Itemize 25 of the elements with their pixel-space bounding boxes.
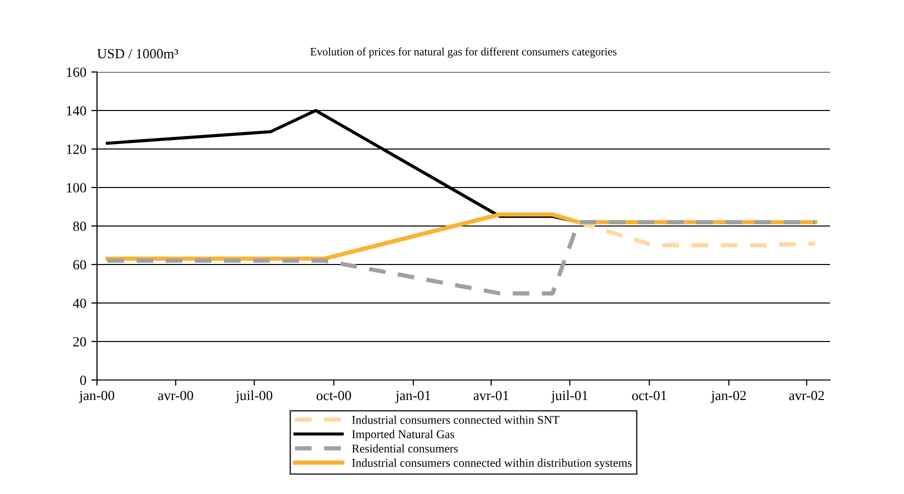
legend-label: Imported Natural Gas: [352, 430, 454, 441]
x-tick-label: jan-02: [710, 390, 746, 404]
y-tick-label: 0: [80, 376, 86, 385]
y-axis-title: USD / 1000m³: [97, 49, 178, 58]
y-tick-label: 20: [73, 337, 86, 346]
legend-label: Industrial consumers connected within distribution systems: [352, 458, 632, 470]
y-tick-label: 60: [73, 260, 86, 270]
x-tick-label: avr-01: [474, 390, 508, 400]
y-tick-label: 80: [73, 222, 86, 231]
chart-title: Evolution of prices for natural gas for different consumers categories: [310, 48, 616, 58]
legend-label: Industrial consumers connected within SNT: [352, 416, 560, 424]
y-tick-label: 40: [72, 298, 86, 308]
x-tick-label: jan-00: [78, 390, 114, 404]
x-tick-label: avr-02: [789, 390, 824, 400]
y-tick-label: 100: [66, 183, 86, 192]
legend-label: Residential consumers: [352, 444, 458, 453]
x-tick-label: juil-00: [235, 390, 272, 404]
x-tick-label: jan-01: [395, 390, 430, 404]
x-tick-label: avr-00: [158, 390, 194, 400]
x-tick-label: oct-01: [632, 390, 666, 400]
y-tick-label: 160: [66, 68, 86, 77]
x-tick-label: juil-01: [550, 390, 588, 404]
y-tick-label: 140: [66, 106, 86, 116]
y-tick-label: 120: [66, 144, 86, 154]
x-tick-label: oct-00: [316, 390, 352, 400]
